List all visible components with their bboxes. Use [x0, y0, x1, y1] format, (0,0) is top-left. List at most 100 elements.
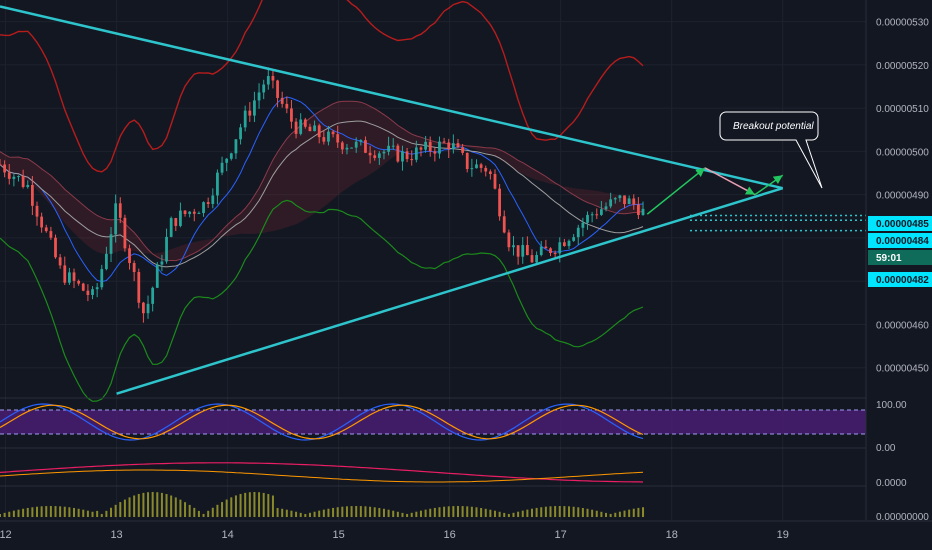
stoch-tick-label: 0.00 [876, 443, 896, 454]
stoch-band [0, 410, 866, 434]
candle-body [317, 125, 321, 138]
price-tags: 0.00000485 0.00000484 59:01 0.00000482 [868, 216, 932, 287]
candle-body [590, 214, 594, 216]
candle-body [262, 84, 266, 93]
volume-bar [59, 506, 62, 517]
support-trendline[interactable] [116, 186, 784, 395]
candle-body [382, 151, 386, 154]
volume-bar [507, 513, 510, 517]
candle-body [285, 103, 289, 109]
volume-bar [591, 509, 594, 517]
candle-body [530, 255, 534, 263]
candle-body [525, 245, 529, 256]
volume-bar [40, 506, 43, 517]
projection-arrow[interactable] [646, 167, 706, 215]
volume-bar [77, 508, 80, 517]
candle-body [613, 198, 617, 200]
volume-bar [45, 506, 48, 517]
candle-body [220, 162, 224, 173]
annotation-callout[interactable]: Breakout potential [719, 111, 823, 189]
candle-body [114, 203, 118, 235]
volume-bar [489, 509, 492, 517]
date-tick-label: 14 [221, 529, 233, 541]
candle-body [40, 216, 44, 228]
triangle-trendlines[interactable] [0, 5, 866, 395]
candle-body [595, 214, 599, 216]
volume-bar [429, 508, 432, 517]
candle-body [331, 131, 335, 135]
candle-body [132, 263, 136, 273]
price-tag-box [868, 233, 932, 248]
candle-body [562, 242, 566, 247]
volume-bar [73, 507, 76, 517]
volume-bar [267, 494, 270, 517]
candle-body [216, 172, 219, 196]
volume-bar [188, 504, 191, 517]
candle-body [410, 159, 414, 161]
resistance-trendline[interactable] [0, 5, 784, 190]
volume-bar [230, 497, 233, 517]
candle-body [609, 199, 613, 207]
volume-bar [258, 492, 261, 517]
volume-bar [3, 512, 6, 517]
candle-body [572, 237, 576, 241]
volume-bar [632, 508, 635, 517]
candle-body [567, 240, 571, 247]
volume-bar [572, 506, 575, 517]
volume-bar [410, 512, 413, 517]
volume-bar [239, 493, 242, 517]
callout-bubble [719, 111, 823, 189]
price-tick-label: 0.00000460 [876, 320, 929, 331]
volume-bar [581, 507, 584, 517]
candle-body [433, 151, 437, 154]
volume-bar [341, 506, 344, 517]
candle-body [475, 164, 478, 169]
candle-body [364, 140, 367, 153]
volume-bar [49, 506, 52, 517]
volume-bar [133, 495, 136, 517]
volume-bar [443, 506, 446, 517]
volume-bar [63, 506, 66, 517]
candle-body [58, 257, 62, 266]
candle-body [586, 214, 589, 223]
volume-bar [350, 506, 353, 517]
candle-body [465, 152, 469, 170]
volume-bar [271, 495, 274, 517]
volume-bar [517, 511, 520, 517]
volume-bar [22, 508, 25, 517]
candle-body [350, 147, 353, 149]
candle-body [461, 147, 464, 153]
candle-body [276, 80, 279, 98]
candle-body [146, 303, 150, 314]
volume-bar [179, 499, 182, 517]
volume-bar [595, 510, 598, 517]
volume-bar [207, 510, 210, 517]
volume-bar [221, 502, 224, 517]
date-tick-label: 19 [777, 529, 789, 541]
volume-bar [248, 492, 251, 517]
projection-arrow[interactable] [704, 167, 756, 196]
price-tag-box [868, 250, 932, 265]
time-axis[interactable]: 12 13 14 15 16 17 18 19 [0, 520, 932, 541]
price-tick-label: 0.00000450 [876, 364, 929, 375]
candle-body [169, 218, 173, 237]
candle-body [359, 140, 363, 142]
volume-bar [535, 507, 538, 517]
volume-bar [369, 506, 372, 517]
price-tag-label: 0.00000484 [876, 236, 929, 247]
candle-body [336, 134, 340, 143]
date-tick-label: 12 [0, 529, 12, 541]
candle-body [604, 206, 608, 210]
projection-arrow[interactable] [754, 174, 784, 196]
volume-bar [355, 506, 358, 517]
candle-body [123, 217, 127, 249]
volume-bar [382, 508, 385, 517]
candle-body [368, 152, 372, 156]
projection-arrows[interactable] [646, 167, 784, 215]
candle-body [428, 141, 432, 152]
candle-body [280, 97, 284, 104]
price-tag-box [868, 272, 932, 287]
volume-bar [91, 511, 94, 517]
